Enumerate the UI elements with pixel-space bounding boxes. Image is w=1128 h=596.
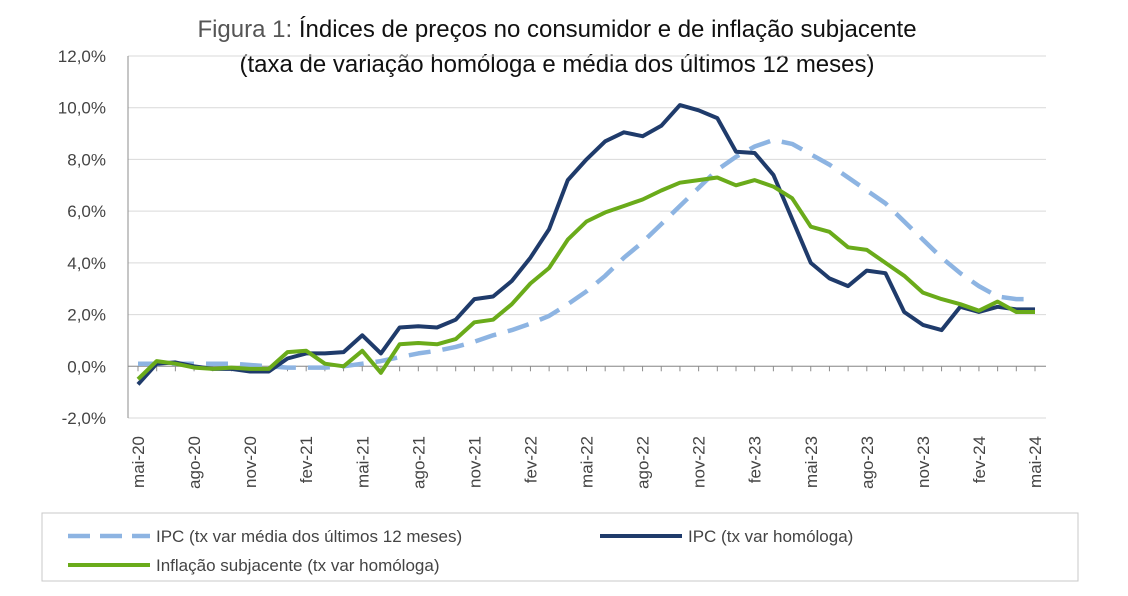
y-tick-label: 12,0%: [58, 47, 106, 66]
chart-title-line1: Figura 1: Índices de preços no consumido…: [197, 16, 916, 43]
x-tick-label: ago-23: [858, 436, 877, 489]
y-tick-label: 2,0%: [67, 306, 106, 325]
x-tick-label: fev-24: [970, 436, 989, 483]
series-line-2: [136, 103, 1035, 386]
x-tick-label: fev-23: [746, 436, 765, 483]
y-tick-label: 4,0%: [67, 254, 106, 273]
y-tick-label: 0,0%: [67, 357, 106, 376]
chart-title-main: Índices de preços no consumidor e de inf…: [299, 16, 917, 43]
x-tick-label: nov-21: [465, 436, 484, 488]
y-tick-label: 6,0%: [67, 202, 106, 221]
x-tick-label: nov-22: [690, 436, 709, 488]
chart-title-line2: (taxa de variação homóloga e média dos ú…: [240, 51, 875, 78]
x-tick-label: mai-21: [353, 436, 372, 488]
y-tick-label: 8,0%: [67, 150, 106, 169]
chart-title-prefix: Figura 1:: [197, 16, 292, 43]
legend: IPC (tx var média dos últimos 12 meses) I…: [41, 512, 1079, 582]
gridlines: [128, 55, 1046, 419]
legend-label-3: Inflação subjacente (tx var homóloga): [156, 556, 440, 575]
x-tick-label: mai-20: [129, 436, 148, 488]
x-tick-label: ago-20: [185, 436, 204, 489]
x-tick-label: mai-24: [1026, 436, 1045, 488]
y-tick-label: 10,0%: [58, 99, 106, 118]
axes: [127, 56, 1046, 418]
y-tick-label: -2,0%: [62, 409, 106, 428]
x-tick-label: fev-22: [521, 436, 540, 483]
x-tick-labels: mai-20 ago-20 nov-20 fev-21 mai-21 ago-21 nov-…: [129, 436, 1045, 489]
y-tick-labels: -2,0% 0,0% 2,0% 4,0% 6,0% 8,0% 10,0% 12,0%: [58, 47, 106, 428]
x-tick-label: nov-20: [241, 436, 260, 488]
x-tick-label: ago-22: [634, 436, 653, 489]
legend-box: [41, 512, 1079, 582]
series-line-1: [138, 137, 1035, 370]
series-lines: [136, 103, 1035, 386]
x-tick-label: fev-21: [297, 436, 316, 483]
x-tick-label: mai-22: [578, 436, 597, 488]
legend-label-1: IPC (tx var média dos últimos 12 meses): [156, 527, 462, 546]
x-tick-label: mai-23: [802, 436, 821, 488]
legend-label-2: IPC (tx var homóloga): [688, 527, 853, 546]
series-line-3: [136, 175, 1035, 381]
x-tick-label: ago-21: [409, 436, 428, 489]
x-tick-label: nov-23: [914, 436, 933, 488]
